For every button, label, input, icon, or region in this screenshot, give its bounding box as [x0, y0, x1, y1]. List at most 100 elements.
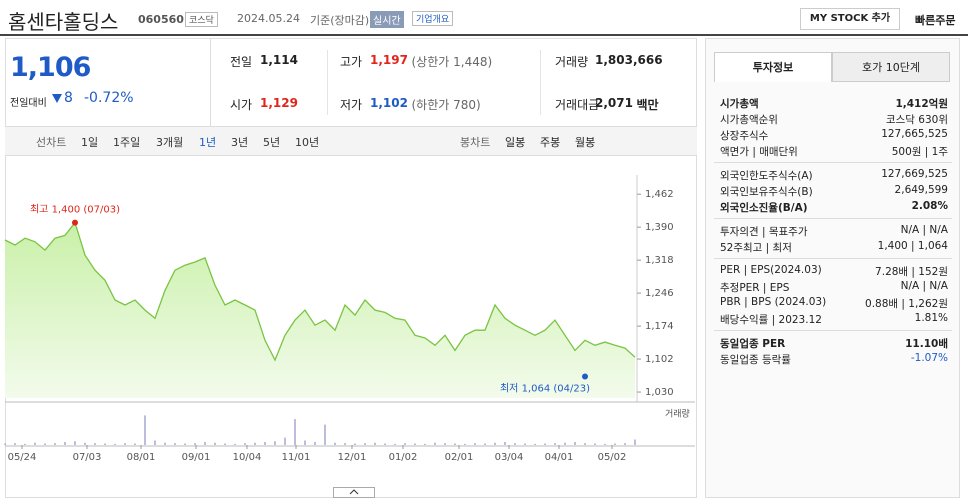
info-tab[interactable]: 투자정보	[714, 52, 832, 82]
y-tick-label: 1,318	[645, 255, 674, 266]
collapse-button[interactable]	[333, 487, 375, 498]
info-row: 액면가 | 매매단위 500원 | 1주	[720, 144, 948, 159]
period-label: 선차트	[36, 136, 67, 149]
market-tag: 코스닥	[185, 12, 218, 27]
candle-tab[interactable]: 일봉	[505, 136, 526, 149]
divider	[540, 50, 541, 115]
info-row: PBR | BPS (2024.03) 0.88배 | 1,262원	[720, 296, 948, 311]
current-price: 1,106	[10, 52, 91, 83]
min-marker	[582, 373, 588, 380]
y-tick-label: 1,390	[645, 222, 674, 233]
x-tick-label: 10/04	[233, 452, 262, 463]
stat-value: 1,197	[370, 53, 408, 67]
y-tick-label: 1,246	[645, 288, 674, 299]
info-row: 시가총액순위 코스닥 630위	[720, 112, 948, 127]
x-tick-label: 11/01	[282, 452, 311, 463]
info-divider	[714, 218, 952, 219]
info-divider	[714, 330, 952, 331]
info-value: N/A | N/A	[900, 224, 948, 236]
stat-unit: 백만	[636, 98, 659, 112]
date: 2024.05.24	[237, 12, 300, 25]
info-divider	[714, 258, 952, 259]
info-label: 외국인소진율(B/A)	[720, 202, 808, 214]
period-tab[interactable]: 10년	[295, 136, 320, 149]
x-tick-label: 08/01	[127, 452, 156, 463]
price-line	[4, 221, 636, 362]
y-tick-label: 1,174	[645, 321, 674, 332]
info-value: 1,412억원	[895, 98, 948, 110]
info-label: 시가총액순위	[720, 114, 778, 126]
info-row: PER | EPS(2024.03) 7.28배 | 152원	[720, 264, 948, 279]
candle-tab[interactable]: 월봉	[575, 136, 596, 149]
info-label: 배당수익률 | 2023.12	[720, 314, 822, 326]
stock-code: 060560	[138, 13, 184, 26]
info-value: N/A | N/A	[900, 280, 948, 292]
stat-value: 2,071	[595, 96, 633, 110]
right-panel	[705, 38, 960, 498]
x-tick-label: 09/01	[182, 452, 211, 463]
x-tick-label: 01/02	[389, 452, 418, 463]
stat-sub: (상한가 1,448)	[411, 55, 493, 69]
info-value: 7.28배 | 152원	[875, 266, 948, 278]
period-tab[interactable]: 1주일	[113, 136, 141, 149]
info-value: 127,665,525	[881, 128, 948, 140]
info-divider	[714, 162, 952, 163]
quick-order[interactable]: 빠른주문	[915, 14, 956, 27]
max-label: 최고 1,400 (07/03)	[30, 204, 120, 216]
info-row: 시가총액 1,412억원	[720, 96, 948, 111]
info-value: 0.88배 | 1,262원	[865, 298, 948, 310]
info-label: 시가총액	[720, 98, 759, 110]
period-tab[interactable]: 1년	[199, 136, 217, 149]
info-label: 상장주식수	[720, 130, 769, 142]
x-tick-label: 05/02	[598, 452, 627, 463]
realtime-badge[interactable]: 실시간	[370, 11, 404, 28]
info-row: 외국인소진율(B/A) 2.08%	[720, 200, 948, 215]
change-pct: -0.72%	[84, 90, 134, 106]
stat-value: 1,129	[260, 96, 298, 110]
info-value: 2.08%	[911, 200, 948, 212]
candle-tab[interactable]: 주봉	[540, 136, 561, 149]
info-label: 외국인한도주식수(A)	[720, 170, 813, 182]
y-tick-label: 1,462	[645, 189, 674, 200]
info-row: 동일업종 PER 11.10배	[720, 336, 948, 351]
stat-label: 전일	[230, 55, 253, 69]
info-row: 외국인한도주식수(A) 127,669,525	[720, 168, 948, 183]
period-tab[interactable]: 1일	[81, 136, 99, 149]
info-value: 2,649,599	[894, 184, 948, 196]
company-info-button[interactable]: 기업개요	[412, 11, 454, 26]
stat-value: 1,114	[260, 53, 298, 67]
info-label: PBR | BPS (2024.03)	[720, 296, 827, 308]
info-row: 동일업종 등락률 -1.07%	[720, 352, 948, 367]
info-row: 상장주식수 127,665,525	[720, 128, 948, 143]
info-label: 추정PER | EPS	[720, 282, 790, 294]
my-stock-button[interactable]: MY STOCK 추가	[800, 8, 900, 30]
info-value: 500원 | 1주	[891, 146, 948, 158]
info-value: 11.10배	[905, 338, 948, 350]
x-tick-label: 05/24	[8, 452, 37, 463]
change-label: 전일대비	[10, 98, 47, 109]
period-tab[interactable]: 3년	[231, 136, 249, 149]
info-label: 투자의견 | 목표주가	[720, 226, 808, 238]
period-tab[interactable]: 3개월	[156, 136, 184, 149]
info-row: 추정PER | EPS N/A | N/A	[720, 280, 948, 295]
volume-label: 거래량	[665, 408, 690, 420]
info-value: 127,669,525	[881, 168, 948, 180]
info-row: 투자의견 | 목표주가 N/A | N/A	[720, 224, 948, 239]
period-bar	[5, 126, 697, 156]
change: 8	[64, 90, 73, 106]
stat-label: 거래량	[555, 55, 589, 69]
info-row: 52주최고 | 최저 1,400 | 1,064	[720, 240, 948, 255]
x-tick-label: 02/01	[445, 452, 474, 463]
y-tick-label: 1,030	[645, 387, 674, 398]
stat-label: 저가	[340, 98, 363, 112]
info-row: 배당수익률 | 2023.12 1.81%	[720, 312, 948, 327]
min-label: 최저 1,064 (04/23)	[500, 382, 590, 394]
down-arrow	[52, 94, 62, 103]
stock-name: 홈센타홀딩스	[8, 10, 119, 34]
stat-sub: (하한가 780)	[411, 98, 481, 112]
y-tick-label: 1,102	[645, 354, 674, 365]
info-tab[interactable]: 호가 10단계	[832, 52, 950, 82]
period-tab[interactable]: 5년	[263, 136, 281, 149]
info-label: PER | EPS(2024.03)	[720, 264, 822, 276]
stat-value: 1,102	[370, 96, 408, 110]
